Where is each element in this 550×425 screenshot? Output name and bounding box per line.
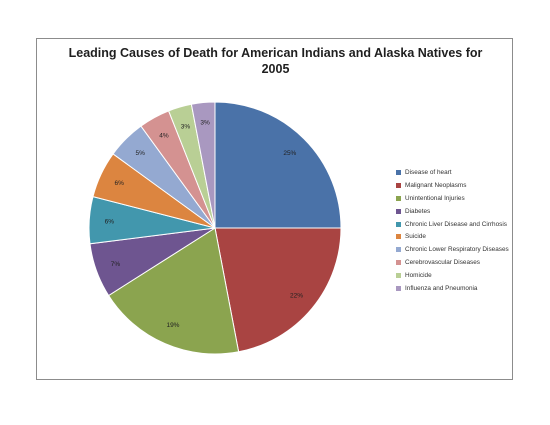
slice-value-label-unintentional-injuries: 19% xyxy=(166,322,179,329)
legend-swatch xyxy=(396,208,401,214)
legend-item-chronic-liver-disease-and-cirrhosis: Chronic Liver Disease and Cirrhosis xyxy=(396,218,509,231)
legend-item-diabetes: Diabetes xyxy=(396,205,509,218)
legend-swatch xyxy=(396,260,401,266)
pie-slice-disease-of-heart xyxy=(214,101,342,229)
legend: Disease of heart Malignant Neoplasms Unint… xyxy=(396,166,509,295)
slice-value-label-cerebrovascular-diseases: 4% xyxy=(159,132,169,139)
legend-swatch xyxy=(396,221,401,227)
slice-value-label-chronic-liver-disease-and-cirrhosis: 6% xyxy=(105,218,115,225)
legend-item-suicide: Suicide xyxy=(396,230,509,243)
legend-swatch xyxy=(396,234,401,240)
legend-item-disease-of-heart: Disease of heart xyxy=(396,166,509,179)
legend-label: Influenza and Pneumonia xyxy=(405,284,478,292)
legend-label: Unintentional Injuries xyxy=(405,194,465,202)
pie-slice-malignant-neoplasms xyxy=(214,227,342,353)
legend-label: Disease of heart xyxy=(405,168,452,176)
slice-value-label-disease-of-heart: 25% xyxy=(283,150,296,157)
legend-item-unintentional-injuries: Unintentional Injuries xyxy=(396,192,509,205)
legend-label: Chronic Liver Disease and Cirrhosis xyxy=(405,220,507,228)
chart-title-line-2: 2005 xyxy=(261,62,290,76)
pie-chart: 25% 22% 19% 7% 6% 6% 5% 4% 3% 3% xyxy=(88,101,342,355)
legend-swatch xyxy=(396,285,401,291)
slice-value-label-diabetes: 7% xyxy=(111,261,121,268)
legend-label: Malignant Neoplasms xyxy=(405,181,467,189)
legend-label: Homicide xyxy=(405,272,432,280)
legend-swatch xyxy=(396,182,401,188)
chart-frame: Leading Causes of Death for American Ind… xyxy=(36,38,513,380)
legend-swatch xyxy=(396,273,401,279)
legend-label: Diabetes xyxy=(405,207,431,215)
pie-slice-influenza-and-pneumonia xyxy=(190,101,216,229)
legend-swatch xyxy=(396,247,401,253)
slice-value-label-suicide: 6% xyxy=(115,180,125,187)
slice-value-label-homicide: 3% xyxy=(181,123,191,130)
legend-label: Suicide xyxy=(405,233,426,241)
legend-label: Chronic Lower Respiratory Diseases xyxy=(405,246,509,254)
legend-item-homicide: Homicide xyxy=(396,269,509,282)
legend-item-cerebrovascular-diseases: Cerebrovascular Diseases xyxy=(396,256,509,269)
chart-title: Leading Causes of Death for American Ind… xyxy=(37,45,514,77)
slice-value-label-influenza-and-pneumonia: 3% xyxy=(200,120,210,127)
legend-item-influenza-and-pneumonia: Influenza and Pneumonia xyxy=(396,282,509,295)
chart-title-line-1: Leading Causes of Death for American Ind… xyxy=(68,46,483,60)
legend-label: Cerebrovascular Diseases xyxy=(405,259,480,267)
pie-slice-unintentional-injuries xyxy=(107,227,240,355)
legend-item-malignant-neoplasms: Malignant Neoplasms xyxy=(396,179,509,192)
legend-swatch xyxy=(396,169,401,175)
slice-value-label-chronic-lower-respiratory-diseases: 5% xyxy=(135,150,145,157)
legend-item-chronic-lower-respiratory-diseases: Chronic Lower Respiratory Diseases xyxy=(396,243,509,256)
slice-value-label-malignant-neoplasms: 22% xyxy=(290,292,303,299)
legend-swatch xyxy=(396,195,401,201)
